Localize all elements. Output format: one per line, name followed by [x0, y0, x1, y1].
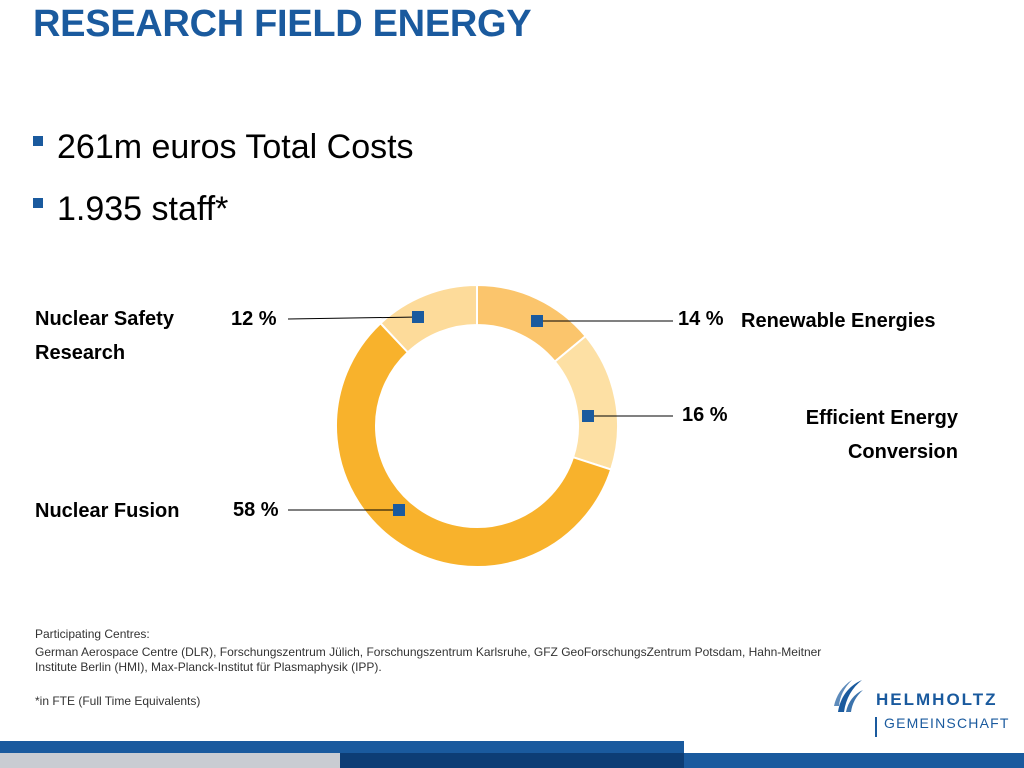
leader-efficient-marker: [582, 410, 594, 422]
slice-nuclear-safety-research: [379, 283, 478, 354]
bullet-square-icon: [33, 136, 43, 147]
leader-nuclear-fusion-marker: [393, 504, 405, 516]
slice-renewable-energies: [476, 283, 588, 364]
footer-centres: German Aerospace Centre (DLR), Forschung…: [35, 645, 822, 674]
leader-renewable-marker: [531, 315, 543, 327]
label-line: Efficient Energy: [805, 407, 958, 429]
footer-band: [684, 753, 1024, 768]
slice-nuclear-fusion: [335, 321, 613, 568]
slice-efficient-energy-conversion: [553, 334, 619, 471]
pct-efficient: 16 %: [682, 404, 728, 426]
logo-divider: [875, 717, 877, 737]
label-renewable-energies: Renewable Energies: [741, 310, 936, 332]
leader-nuclear-safety-marker: [412, 311, 424, 323]
bullet-total-costs: 261m euros Total Costs: [33, 128, 414, 167]
footer-band: [0, 741, 684, 753]
footer-band: [340, 753, 684, 768]
helmholtz-logo: HELMHOLTZ GEMEINSCHAFT: [834, 676, 1008, 738]
bullet-square-icon: [33, 198, 43, 209]
pct-nuclear-fusion: 58 %: [233, 499, 279, 521]
footer-band: [0, 753, 340, 768]
footer-heading: Participating Centres:: [35, 627, 150, 641]
bullet-text: 261m euros Total Costs: [57, 128, 414, 166]
label-efficient-energy-conversion: Efficient Energy Conversion: [740, 401, 958, 469]
label-line: Conversion: [847, 441, 958, 463]
bullet-staff: 1.935 staff*: [33, 190, 228, 229]
label-nuclear-safety: Nuclear Safety Research: [35, 302, 174, 370]
slide-title: RESEARCH FIELD ENERGY: [33, 3, 532, 45]
logo-word-helmholtz: HELMHOLTZ: [876, 690, 998, 709]
leader-nuclear-safety-line: [287, 316, 419, 320]
footer-note: *in FTE (Full Time Equivalents): [35, 694, 201, 708]
logo-word-gemeinschaft: GEMEINSCHAFT: [884, 715, 1010, 731]
pct-nuclear-safety: 12 %: [231, 308, 277, 330]
bullet-text: 1.935 staff*: [57, 190, 229, 228]
pct-renewable: 14 %: [678, 308, 724, 330]
label-line: Research: [35, 342, 126, 364]
helmholtz-logo-icon: [834, 680, 863, 712]
label-line: Nuclear Safety: [35, 308, 174, 330]
label-nuclear-fusion: Nuclear Fusion: [35, 500, 180, 522]
